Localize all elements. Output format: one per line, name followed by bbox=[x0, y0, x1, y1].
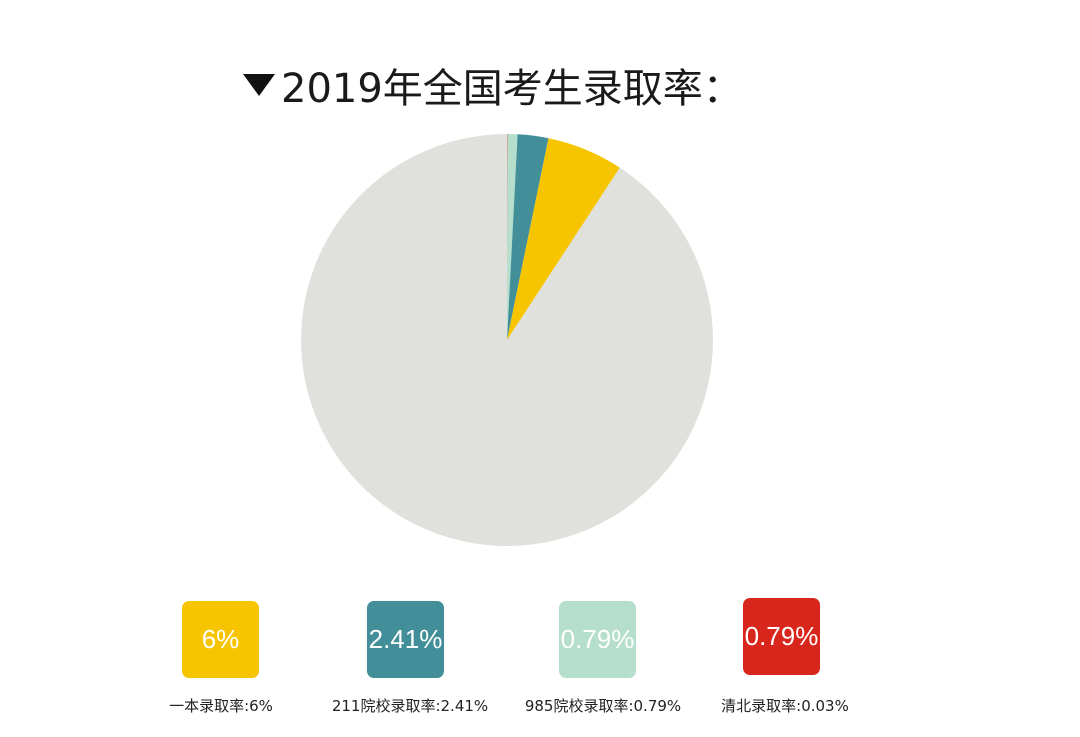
legend-box-text: 6% bbox=[201, 624, 240, 654]
legend-box-text: 0.79% bbox=[560, 624, 635, 654]
legend-box-985: 0.79% bbox=[559, 601, 636, 678]
legend-box-211: 2.41% bbox=[367, 601, 444, 678]
legend-label-qingbei: 清北录取率:0.03% bbox=[721, 697, 849, 715]
pie-slice-3 bbox=[507, 138, 620, 340]
legend-box-text: 2.41% bbox=[368, 624, 443, 654]
legend-label-211: 211院校录取率:2.41% bbox=[331, 697, 489, 715]
pie-slice-2 bbox=[507, 134, 549, 340]
legend-label-985: 985院校录取率:0.79% bbox=[524, 697, 682, 715]
legend-box-qingbei: 0.79% bbox=[743, 598, 820, 675]
legend-box-text: 0.79% bbox=[744, 621, 819, 651]
pie-slice-4 bbox=[301, 134, 714, 547]
triangle-down-icon bbox=[243, 74, 275, 96]
legend-box-yiben: 6% bbox=[182, 601, 259, 678]
pie-slice-1 bbox=[507, 134, 518, 340]
chart-title: 2019年全国考生录取率： bbox=[243, 56, 743, 114]
chart-title-text: 2019年全国考生录取率： bbox=[281, 66, 743, 112]
legend-label-yiben: 一本录取率:6% bbox=[169, 697, 273, 715]
